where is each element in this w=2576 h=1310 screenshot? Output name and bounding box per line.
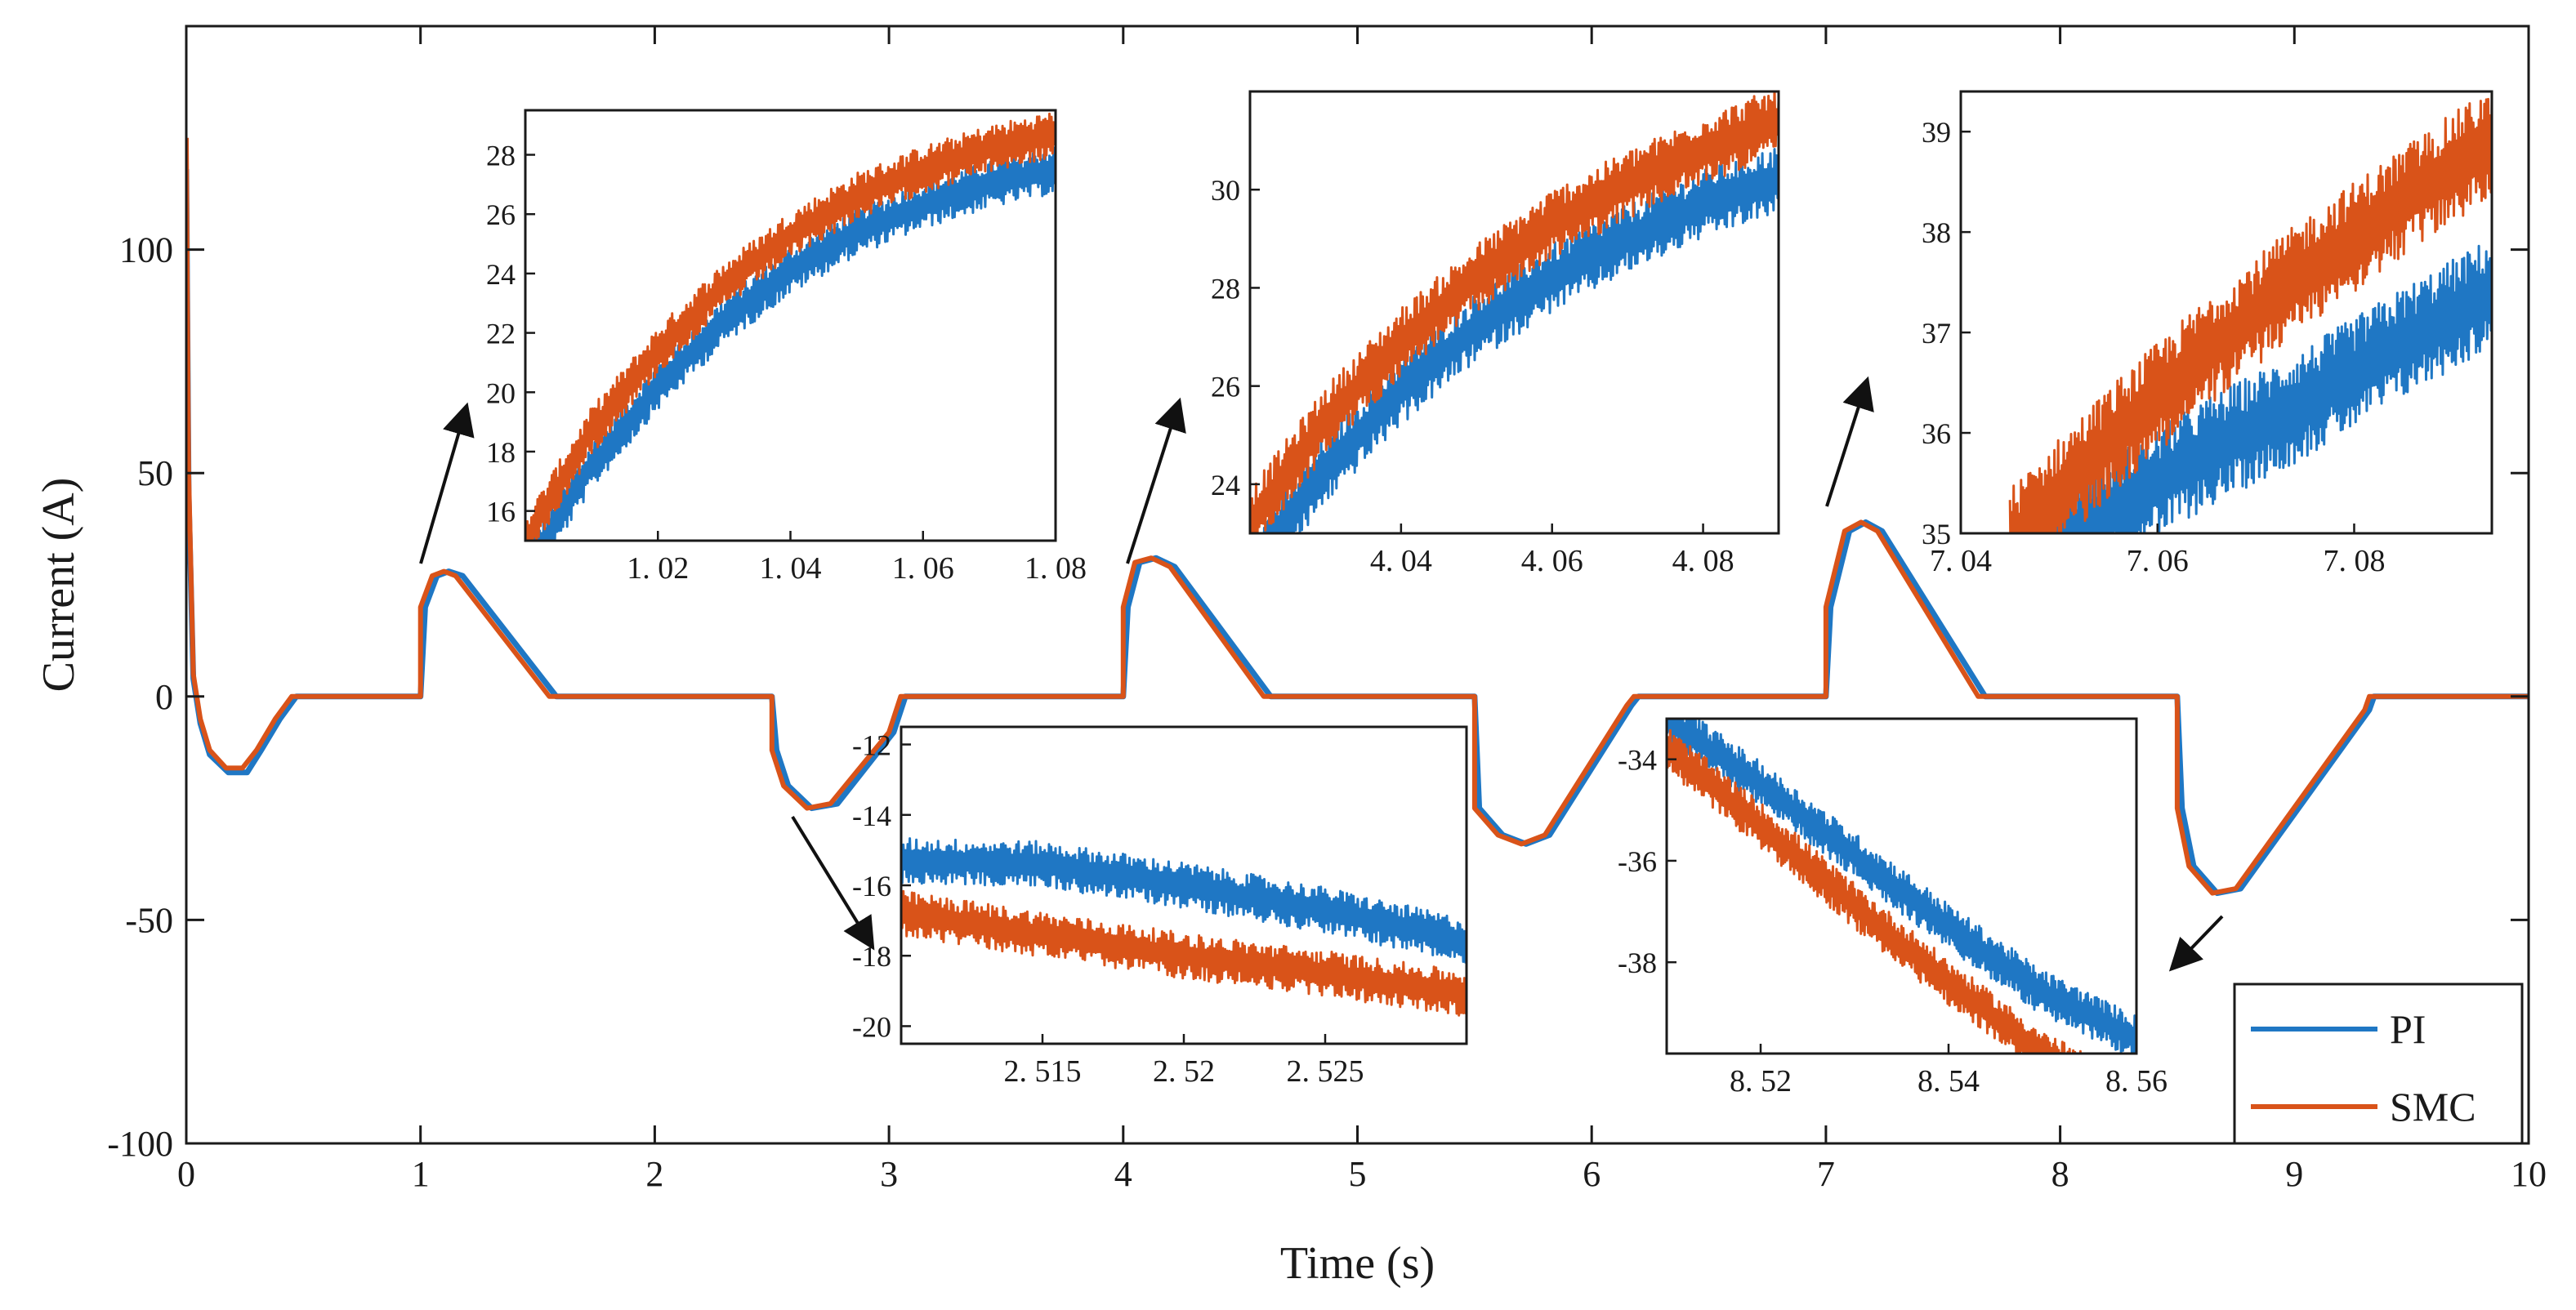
- inset-x-tick-label: 7. 08: [2323, 544, 2385, 578]
- y-axis-label: Current (A): [33, 478, 84, 693]
- inset-series-smc: [2008, 91, 2492, 533]
- inset-y-tick-label: -18: [852, 940, 891, 973]
- x-tick-label: 4: [1114, 1154, 1132, 1194]
- inset-y-tick-label: 28: [486, 140, 516, 172]
- inset-3: 7. 04 7. 06 7. 08 35 36 37 38 39: [1922, 90, 2493, 578]
- x-axis-label: Time (s): [1280, 1238, 1435, 1289]
- inset-x-tick-label: 8. 54: [1917, 1064, 1980, 1098]
- zoom-arrow: [1825, 376, 1874, 507]
- x-tick-label: 6: [1583, 1154, 1601, 1194]
- inset-y-tick-label: 24: [486, 258, 516, 291]
- inset-y-tick-label: -20: [852, 1010, 891, 1043]
- legend: PI SMC: [2233, 982, 2524, 1145]
- inset-y-tick-label: -36: [1618, 845, 1657, 878]
- inset-y-tick-label: 26: [486, 198, 516, 231]
- y-tick-label: -100: [107, 1124, 173, 1164]
- legend-label-pi: PI: [2390, 1006, 2426, 1052]
- y-tick-label: -50: [125, 900, 173, 940]
- series-line-pi: [186, 169, 2529, 897]
- inset-y-tick-label: -38: [1618, 947, 1657, 979]
- inset-series-smc: [901, 889, 1467, 1017]
- inset-x-tick-label: 4. 08: [1672, 544, 1734, 578]
- x-tick-label: 1: [412, 1154, 430, 1194]
- y-tick-label: 50: [137, 453, 173, 493]
- inset-x-tick-label: 8. 56: [2105, 1064, 2168, 1098]
- inset-y-tick-label: 30: [1211, 174, 1240, 207]
- inset-y-tick-label: 35: [1922, 518, 1951, 550]
- inset-y-tick-label: 36: [1922, 417, 1951, 450]
- series-line-smc: [186, 137, 2529, 896]
- inset-series-smc: [525, 112, 1056, 541]
- y-tick-label: 0: [155, 677, 173, 717]
- inset-frame: [1248, 90, 1780, 535]
- inset-series-pi: [901, 837, 1467, 964]
- inset-x-tick-label: 7. 06: [2127, 544, 2189, 578]
- inset-x-tick-label: 2. 525: [1287, 1054, 1364, 1089]
- x-tick-label: 3: [880, 1154, 898, 1194]
- inset-x-tick-label: 1. 06: [892, 551, 954, 586]
- inset-y-tick-label: -14: [852, 800, 891, 832]
- inset-x-tick-label: 1. 02: [627, 551, 689, 586]
- inset-y-tick-label: 24: [1211, 469, 1240, 501]
- inset-4: 2. 515 2. 52 2. 525 -12 -14 -16 -18 -20: [852, 725, 1468, 1089]
- inset-x-tick-label: 8. 52: [1730, 1064, 1792, 1098]
- zoom-arrow: [791, 815, 875, 951]
- inset-x-tick-label: 4. 06: [1521, 544, 1583, 578]
- legend-box: [2233, 982, 2524, 1145]
- inset-y-tick-label: -16: [852, 870, 891, 902]
- inset-x-tick-label: 7. 04: [1930, 544, 1992, 578]
- inset-y-tick-label: 26: [1211, 371, 1240, 403]
- x-tick-label: 9: [2285, 1154, 2303, 1194]
- inset-y-tick-label: 37: [1922, 317, 1951, 350]
- zoom-arrow: [1126, 397, 1186, 564]
- inset-2: 4. 04 4. 06 4. 08 24 26 28 30: [1211, 90, 1780, 578]
- inset-frame: [1959, 90, 2493, 535]
- main-plot: 0 1 2 3 4 5 6 7 8 9 10 -100 -50 0 50 100 Time (s) Current…: [33, 25, 2547, 1289]
- inset-x-tick-label: 4. 04: [1370, 544, 1432, 578]
- inset-y-tick-label: 22: [486, 318, 516, 350]
- inset-y-tick-label: -12: [852, 729, 891, 762]
- inset-series-smc: [1250, 91, 1779, 533]
- inset-y-tick-label: 20: [486, 377, 516, 409]
- x-tick-label: 5: [1349, 1154, 1367, 1194]
- inset-x-tick-label: 1. 08: [1025, 551, 1087, 586]
- inset-y-tick-label: 18: [486, 436, 516, 469]
- inset-x-tick-label: 2. 515: [1004, 1054, 1082, 1089]
- zoom-arrow: [419, 402, 475, 564]
- inset-series-pi: [2008, 244, 2492, 533]
- inset-x-tick-label: 1. 04: [760, 551, 822, 586]
- inset-series-smc: [1667, 729, 2085, 1054]
- inset-frame: [1665, 717, 2138, 1055]
- x-tick-label: 10: [2511, 1154, 2547, 1194]
- x-tick-label: 7: [1817, 1154, 1835, 1194]
- x-tick-label: 8: [2051, 1154, 2069, 1194]
- inset-x-tick-label: 2. 52: [1153, 1054, 1215, 1089]
- y-tick-label: 100: [119, 230, 173, 270]
- inset-series-pi: [1667, 719, 2136, 1054]
- inset-1: 1. 02 1. 04 1. 06 1. 08 16 18 20 22 24 26 28: [486, 109, 1087, 586]
- inset-y-tick-label: 39: [1922, 116, 1951, 149]
- inset-y-tick-label: 16: [486, 496, 516, 528]
- inset-y-tick-label: 28: [1211, 272, 1240, 305]
- zoom-arrow: [2168, 915, 2224, 972]
- inset-5: 8. 52 8. 54 8. 56 -34 -36 -38: [1618, 717, 2168, 1098]
- legend-label-smc: SMC: [2390, 1084, 2476, 1130]
- x-tick-label: 0: [177, 1154, 195, 1194]
- zoom-arrows: [419, 376, 2224, 972]
- inset-y-tick-label: -34: [1618, 744, 1657, 777]
- inset-y-tick-label: 38: [1922, 216, 1951, 249]
- x-tick-label: 2: [645, 1154, 663, 1194]
